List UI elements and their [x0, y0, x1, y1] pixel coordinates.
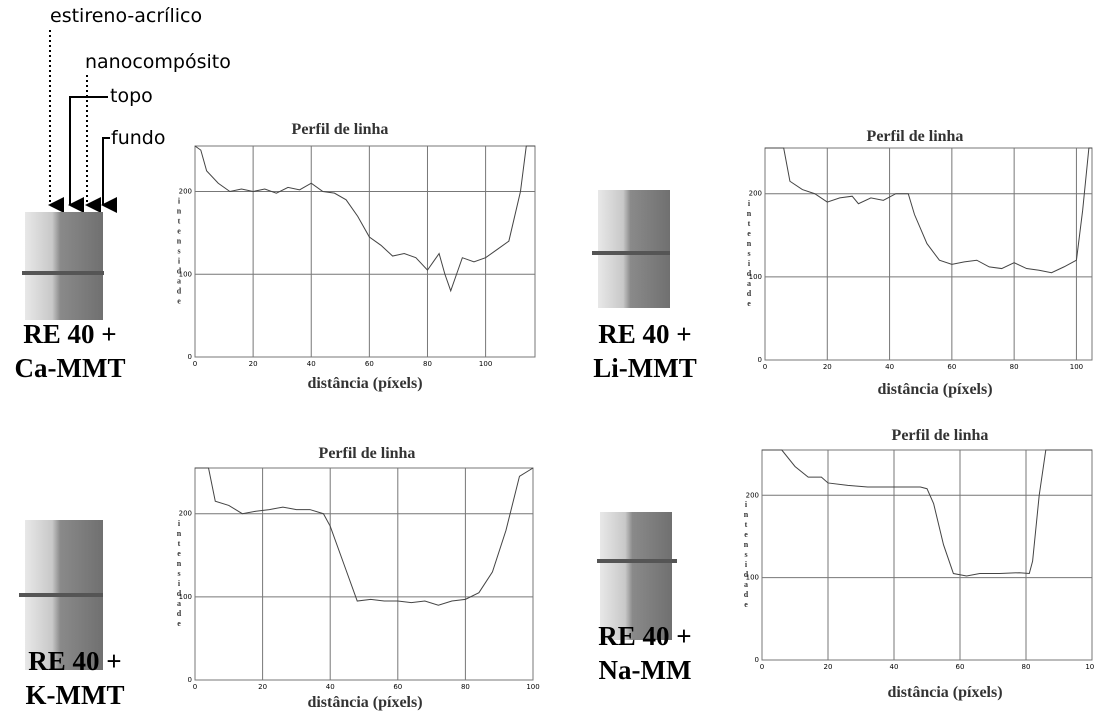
x-tick-label: 0 — [763, 363, 767, 371]
line — [765, 147, 1092, 274]
x-tick-label: 20 — [824, 663, 833, 671]
sample-label: RE 40 + — [598, 621, 691, 651]
x-axis-label: distância (píxels) — [877, 381, 992, 398]
y-axis-label: intensidade — [745, 199, 754, 309]
x-tick-label: 0 — [193, 360, 197, 368]
sample-label: RE 40 + — [23, 319, 116, 349]
y-tick-label: 0 — [755, 656, 759, 664]
y-tick-label: 100 — [746, 574, 759, 582]
chart-title: Perfil de linha — [292, 121, 389, 138]
line — [762, 449, 1092, 577]
y-tick-label: 0 — [188, 676, 192, 684]
y-tick-label: 100 — [749, 273, 762, 281]
x-axis-label: distância (píxels) — [887, 684, 1002, 701]
x-tick-label: 60 — [947, 363, 956, 371]
callout: estireno-acrílico — [50, 5, 202, 27]
y-tick-label: 200 — [179, 510, 192, 518]
y-tick-label: 100 — [179, 270, 192, 278]
x-tick-label: 20 — [249, 360, 258, 368]
x-tick-label: 100 — [526, 683, 539, 691]
x-axis-label: distância (píxels) — [307, 375, 422, 392]
x-tick-label: 60 — [365, 360, 374, 368]
plot-frame — [761, 449, 1093, 661]
y-tick-label: 0 — [758, 356, 762, 364]
x-axis-label: distância (píxels) — [307, 694, 422, 711]
y-axis-label: intensidade — [175, 519, 184, 629]
sample-label: Li-MMT — [593, 353, 696, 383]
x-tick-label: 0 — [760, 663, 764, 671]
callout-arrows — [48, 30, 117, 213]
y-axis-label: intensidade — [742, 500, 751, 610]
x-tick-label: 20 — [823, 363, 832, 371]
x-tick-label: 60 — [956, 663, 965, 671]
x-tick-label: 40 — [890, 663, 899, 671]
x-tick-label: 40 — [326, 683, 335, 691]
y-tick-label: 100 — [179, 593, 192, 601]
plot-frame — [194, 145, 536, 358]
sample-label: Ca-MMT — [15, 353, 126, 383]
y-axis-label: intensidade — [175, 197, 184, 307]
callout: topo — [110, 85, 153, 107]
x-tick-label: 80 — [423, 360, 432, 368]
x-tick-label: 100 — [1070, 363, 1083, 371]
x-tick-label: 100 — [1085, 663, 1094, 671]
callout: fundo — [111, 127, 165, 149]
x-tick-label: 20 — [258, 683, 267, 691]
chart-title: Perfil de linha — [892, 427, 989, 444]
plot-frame — [194, 467, 534, 681]
sample-label: RE 40 + — [598, 319, 691, 349]
x-tick-label: 40 — [885, 363, 894, 371]
x-tick-label: 80 — [1010, 363, 1019, 371]
callout: nanocompósito — [85, 51, 231, 73]
y-tick-label: 200 — [179, 188, 192, 196]
x-tick-label: 60 — [393, 683, 402, 691]
x-tick-label: 80 — [461, 683, 470, 691]
x-tick-label: 40 — [307, 360, 316, 368]
x-tick-label: 0 — [193, 683, 197, 691]
y-tick-label: 200 — [749, 190, 762, 198]
chart-title: Perfil de linha — [319, 445, 416, 462]
y-tick-label: 0 — [188, 353, 192, 361]
sample-label: Na-MM — [599, 655, 692, 685]
x-tick-label: 100 — [479, 360, 492, 368]
line — [194, 145, 535, 293]
plot-frame — [764, 147, 1093, 361]
sample-image — [19, 190, 677, 670]
x-tick-label: 80 — [1022, 663, 1031, 671]
chart-title: Perfil de linha — [867, 128, 964, 145]
line — [195, 467, 534, 606]
sample-label: K-MMT — [26, 680, 125, 710]
y-tick-label: 200 — [746, 491, 759, 499]
sample-label: RE 40 + — [28, 646, 121, 676]
